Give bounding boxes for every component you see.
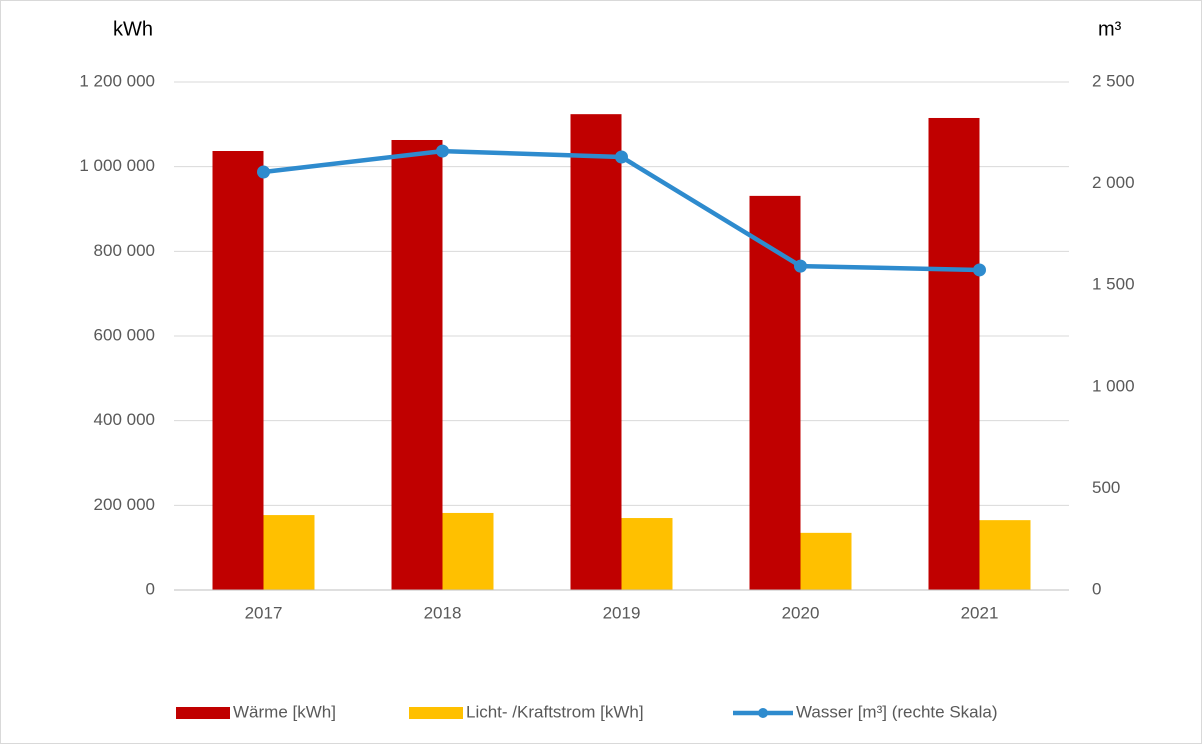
y2-tick-label: 1 000 [1092,376,1135,395]
legend-label: Wasser [m³] (rechte Skala) [796,702,998,721]
legend-swatch [176,707,230,719]
bar [749,195,801,591]
legend-marker [758,708,768,718]
y2-tick-label: 1 500 [1092,275,1135,294]
y-tick-label: 800 000 [94,241,155,260]
y-tick-label: 1 000 000 [79,156,155,175]
x-tick-label: 2021 [961,603,999,622]
line-marker [973,263,986,277]
x-tick-label: 2018 [424,603,462,622]
y-tick-label: 400 000 [94,410,155,429]
bar [212,151,264,590]
line-marker [794,259,807,273]
y-tick-label: 200 000 [94,495,155,514]
legend-label: Wärme [kWh] [233,702,336,721]
bar [979,520,1031,590]
line-marker [257,165,270,179]
y2-axis-label: m³ [1098,18,1122,40]
bar [263,515,315,590]
bar [621,518,673,590]
y2-tick-label: 2 000 [1092,173,1135,192]
x-tick-label: 2017 [245,603,283,622]
bar [442,512,494,590]
y2-tick-label: 500 [1092,478,1120,497]
bar [570,114,622,590]
y-tick-label: 1 200 000 [79,71,155,90]
bar [800,532,852,590]
y-axis-label: kWh [113,18,153,40]
legend-label: Licht- /Kraftstrom [kWh] [466,702,644,721]
bar [928,117,980,590]
bar [391,139,443,590]
x-tick-label: 2019 [603,603,641,622]
y2-tick-label: 2 500 [1092,71,1135,90]
y2-tick-label: 0 [1092,579,1101,598]
line-marker [436,144,449,158]
line-marker [615,150,628,164]
y-tick-label: 600 000 [94,325,155,344]
x-tick-label: 2020 [782,603,820,622]
y-tick-label: 0 [146,579,155,598]
legend-swatch [409,707,463,719]
